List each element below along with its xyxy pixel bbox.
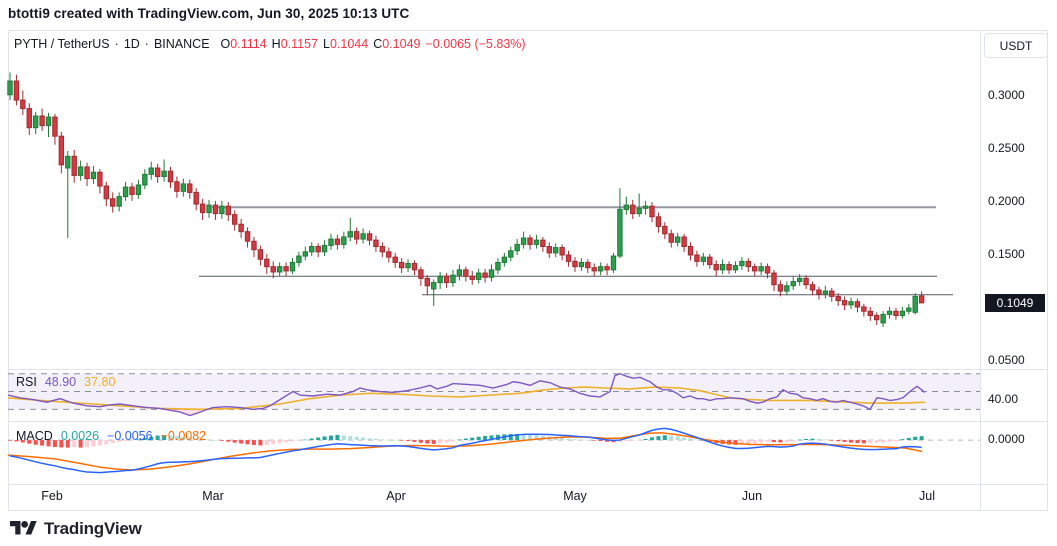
legend-separator: · [144, 37, 149, 51]
macd-indicator-legend[interactable]: MACD 0.0026 −0.0056 −0.0082 [16, 429, 206, 443]
last-price-badge[interactable]: 0.1049 [985, 293, 1045, 312]
price-tick-label: 0.2500 [988, 140, 1025, 155]
macd-line-value: −0.0056 [107, 429, 153, 443]
currency-unit-button[interactable]: USDT [984, 33, 1048, 58]
price-tick-label: 0.2000 [988, 193, 1025, 208]
macd-label[interactable]: MACD [16, 429, 53, 443]
rsi-value: 48.90 [44, 375, 77, 389]
ohlc-low: L0.1044 [323, 37, 369, 51]
time-axis-month-label: Apr [386, 489, 406, 503]
symbol-name[interactable]: PYTH / TetherUS [14, 37, 110, 51]
macd-signal-value: −0.0082 [160, 429, 207, 443]
tradingview-logo-text: TradingView [44, 518, 142, 538]
price-tick-label: 0.3000 [988, 87, 1025, 102]
interval-label[interactable]: 1D [123, 37, 140, 51]
symbol-legend[interactable]: PYTH / TetherUS · 1D · BINANCE O0.1114 H… [14, 37, 526, 51]
price-change: −0.0065 (−5.83%) [425, 37, 526, 51]
tradingview-logo-icon [10, 521, 37, 535]
rsi-indicator-legend[interactable]: RSI 48.90 37.80 [16, 375, 115, 389]
rsi-label[interactable]: RSI [16, 375, 37, 389]
tradingview-footer[interactable]: TradingView [10, 518, 142, 539]
price-tick-label: 0.1500 [988, 247, 1025, 261]
ohlc-high: H0.1157 [271, 37, 319, 51]
exchange-label[interactable]: BINANCE [153, 37, 210, 51]
time-axis[interactable] [8, 485, 980, 510]
time-axis-month-label: Feb [41, 489, 63, 503]
time-axis-month-label: Mar [202, 489, 224, 503]
legend-separator: · [114, 37, 119, 51]
ohlc-open: O0.1114 [220, 37, 267, 51]
macd-histogram-value: 0.0026 [60, 429, 100, 443]
rsi-ma-value: 37.80 [84, 375, 116, 389]
price-tick-label: 0.0500 [988, 353, 1025, 368]
pane-separator-rsi[interactable] [8, 369, 1048, 370]
price-axis-divider [980, 30, 981, 511]
chart-widget-frame [8, 30, 1048, 511]
rsi-axis-tick: 40.00 [988, 392, 1019, 407]
time-axis-month-label: May [563, 489, 587, 503]
macd-axis-tick: 0.0000 [988, 432, 1025, 447]
pane-separator-time-axis [8, 484, 1048, 485]
pane-separator-macd[interactable] [8, 421, 1048, 422]
ohlc-close: C0.1049 [373, 37, 421, 51]
time-axis-month-label: Jul [919, 489, 935, 503]
time-axis-month-label: Jun [741, 489, 763, 503]
attribution-text: btotti9 created with TradingView.com, Ju… [8, 6, 410, 21]
